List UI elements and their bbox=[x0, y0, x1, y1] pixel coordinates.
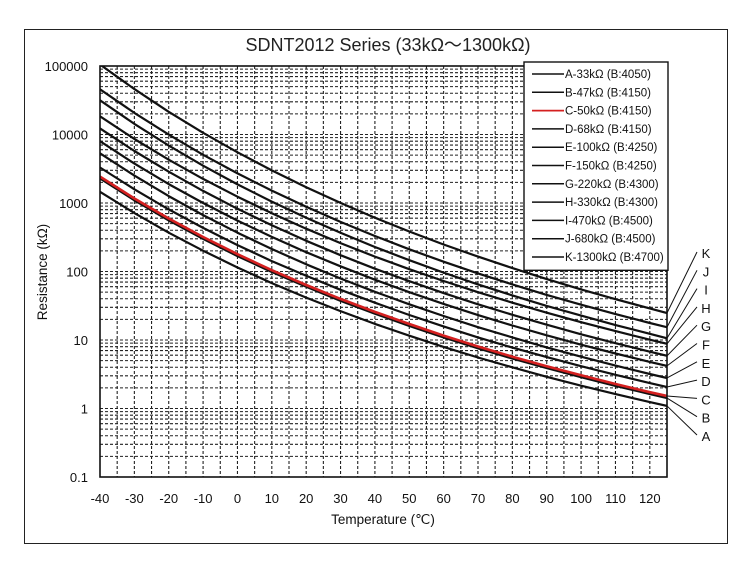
curve-g bbox=[100, 127, 667, 357]
curve-f bbox=[100, 140, 667, 367]
curve-b bbox=[100, 177, 667, 400]
curve-end-label: H bbox=[701, 301, 710, 316]
curve-end-label: C bbox=[701, 392, 710, 407]
leader-line bbox=[666, 270, 698, 328]
legend-entry: H-330kΩ (B:4300) bbox=[565, 197, 658, 209]
x-tick-label: 0 bbox=[234, 491, 241, 506]
leader-line bbox=[666, 306, 698, 345]
legend-entry: I-470kΩ (B:4500) bbox=[565, 215, 653, 227]
y-tick-label: 10000 bbox=[52, 128, 88, 143]
curve-end-label: E bbox=[702, 356, 711, 371]
leader-line bbox=[666, 288, 698, 339]
x-tick-labels: -40 -30 -20 -10 0 10 20 30 40 50 60 70 80 90 100 110 120 bbox=[91, 491, 661, 506]
x-tick-label: -20 bbox=[159, 491, 178, 506]
legend: A-33kΩ (B:4050) B-47kΩ (B:4150) C-50kΩ (B:… bbox=[523, 61, 669, 272]
legend-entry: A-33kΩ (B:4050) bbox=[565, 69, 651, 81]
x-tick-label: 90 bbox=[539, 491, 553, 506]
x-tick-label: -30 bbox=[125, 491, 144, 506]
y-tick-label: 10 bbox=[74, 333, 88, 348]
curve-k bbox=[100, 66, 667, 315]
curve-a bbox=[100, 190, 667, 407]
curve-h bbox=[100, 115, 667, 345]
curve-end-label: B bbox=[702, 411, 711, 426]
x-tick-label: 120 bbox=[639, 491, 661, 506]
legend-entry: E-100kΩ (B:4250) bbox=[565, 142, 658, 154]
curve-c bbox=[100, 175, 667, 398]
leader-line bbox=[666, 405, 698, 436]
y-tick-label: 1 bbox=[81, 402, 88, 417]
x-tick-label: 10 bbox=[265, 491, 279, 506]
x-tick-label: 40 bbox=[368, 491, 382, 506]
legend-entry: C-50kΩ (B:4150) bbox=[565, 106, 652, 118]
leader-line bbox=[666, 397, 698, 418]
curve-j bbox=[100, 88, 667, 329]
legend-entry: D-68kΩ (B:4150) bbox=[565, 124, 652, 136]
curve-end-label: F bbox=[702, 338, 710, 353]
x-axis-label: Temperature (℃) bbox=[331, 512, 435, 527]
leader-line bbox=[666, 395, 698, 399]
legend-entry: K-1300kΩ (B:4700) bbox=[565, 252, 664, 264]
leader-line bbox=[666, 361, 698, 379]
y-tick-label: 1000 bbox=[59, 196, 88, 211]
leader-line bbox=[666, 324, 698, 357]
x-tick-label: -40 bbox=[91, 491, 110, 506]
y-tick-label: 0.1 bbox=[70, 470, 88, 485]
x-tick-label: 30 bbox=[333, 491, 347, 506]
curve-i bbox=[100, 99, 667, 340]
legend-entry: B-47kΩ (B:4150) bbox=[565, 87, 651, 99]
curves bbox=[100, 66, 667, 407]
curve-end-label: K bbox=[702, 246, 711, 261]
x-tick-label: -10 bbox=[194, 491, 213, 506]
x-tick-label: 80 bbox=[505, 491, 519, 506]
curve-end-label: A bbox=[702, 429, 711, 444]
x-tick-label: 110 bbox=[605, 491, 626, 506]
plot-border bbox=[99, 65, 668, 478]
leader-line bbox=[666, 251, 698, 314]
y-axis-label: Resistance (kΩ) bbox=[35, 224, 50, 320]
chart-title: SDNT2012 Series (33kΩ～1300kΩ) bbox=[245, 35, 530, 55]
x-tick-label: 60 bbox=[436, 491, 450, 506]
leader-line bbox=[666, 379, 698, 388]
legend-entry: F-150kΩ (B:4250) bbox=[565, 161, 657, 173]
legend-entry: G-220kΩ (B:4300) bbox=[565, 179, 659, 191]
y-tick-label: 100 bbox=[66, 265, 88, 280]
x-tick-label: 50 bbox=[402, 491, 416, 506]
chart-frame bbox=[24, 29, 728, 544]
curve-end-label: D bbox=[701, 374, 710, 389]
y-tick-labels: 100000 10000 1000 100 10 1 0.1 bbox=[45, 59, 88, 485]
curve-end-label: G bbox=[701, 319, 711, 334]
legend-entry: J-680kΩ (B:4500) bbox=[565, 234, 656, 246]
curve-end-label: J bbox=[703, 264, 710, 279]
curve-end-label: I bbox=[704, 283, 708, 298]
curve-d bbox=[100, 166, 667, 389]
leader-line bbox=[666, 343, 698, 367]
x-tick-label: 20 bbox=[299, 491, 313, 506]
x-tick-label: 70 bbox=[471, 491, 485, 506]
curve-e bbox=[100, 152, 667, 380]
x-tick-label: 100 bbox=[570, 491, 592, 506]
y-tick-label: 100000 bbox=[45, 59, 88, 74]
